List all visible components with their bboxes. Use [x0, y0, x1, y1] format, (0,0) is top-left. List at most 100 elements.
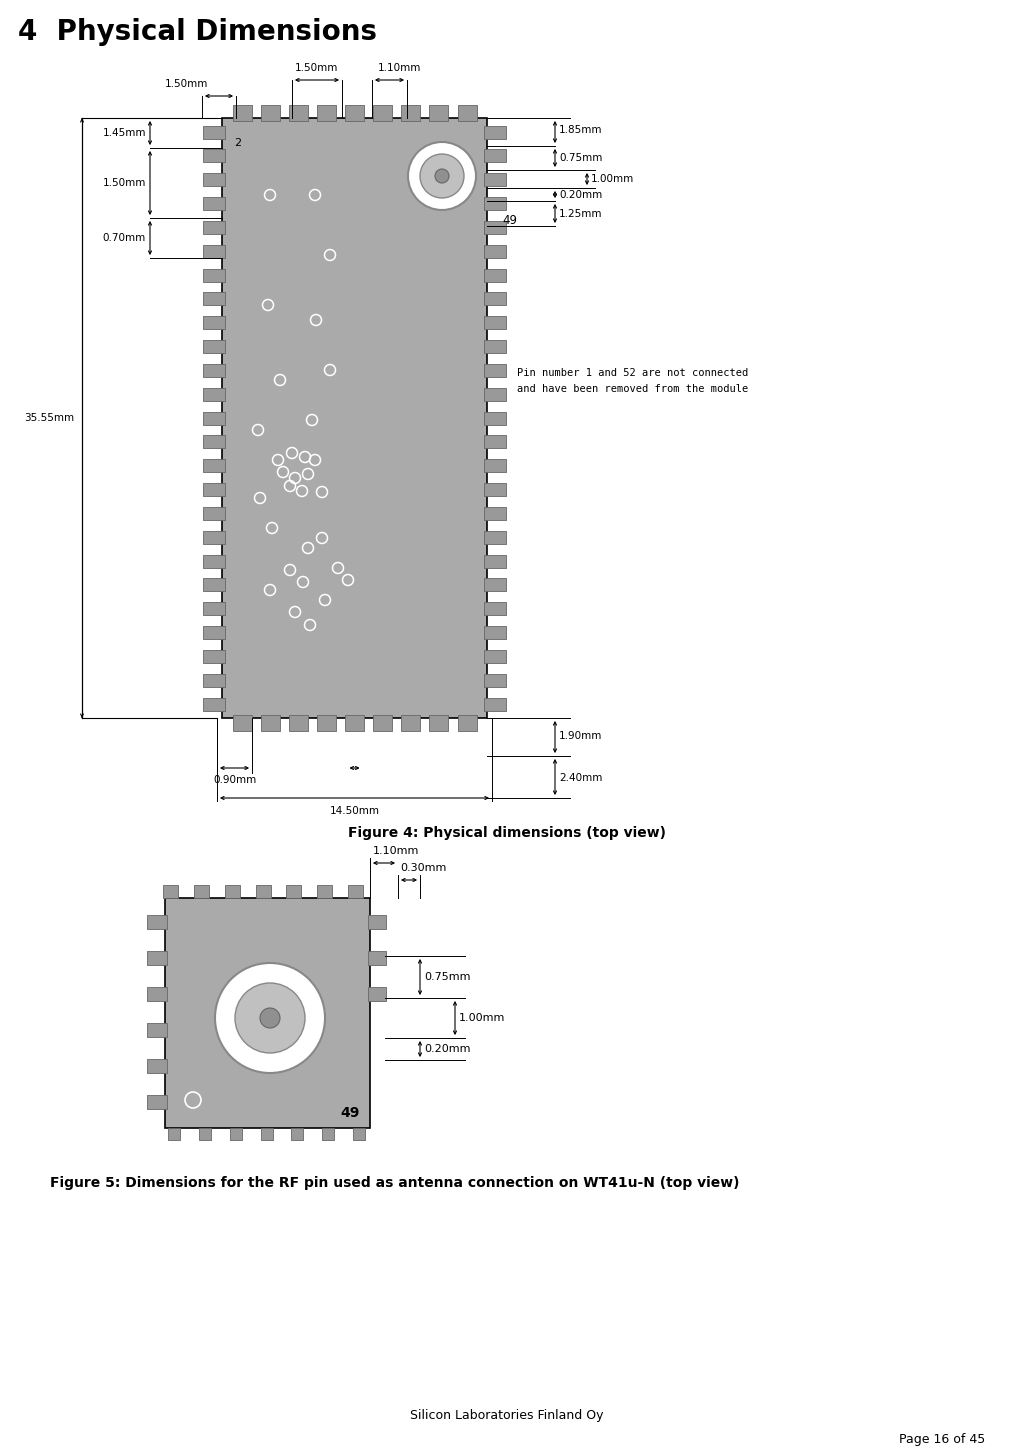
- Bar: [484, 292, 506, 306]
- Bar: [289, 714, 308, 730]
- Bar: [345, 105, 364, 121]
- Text: Figure 5: Dimensions for the RF pin used as antenna connection on WT41u-N (top v: Figure 5: Dimensions for the RF pin used…: [50, 1176, 739, 1190]
- Bar: [203, 292, 225, 306]
- Bar: [373, 105, 392, 121]
- Bar: [484, 340, 506, 354]
- Text: 1.85mm: 1.85mm: [559, 125, 602, 135]
- Bar: [457, 714, 477, 730]
- Circle shape: [235, 984, 305, 1053]
- Bar: [147, 1023, 167, 1037]
- Text: Pin number 1 and 52 are not connected
and have been removed from the module: Pin number 1 and 52 are not connected an…: [517, 368, 748, 394]
- Text: 4  Physical Dimensions: 4 Physical Dimensions: [18, 17, 377, 47]
- Bar: [317, 885, 333, 898]
- Bar: [199, 1128, 211, 1141]
- Text: 1.50mm: 1.50mm: [102, 178, 146, 188]
- Text: 1.00mm: 1.00mm: [459, 1013, 505, 1023]
- Text: Silicon Laboratories Finland Oy: Silicon Laboratories Finland Oy: [411, 1408, 603, 1422]
- Text: 2.40mm: 2.40mm: [559, 773, 602, 783]
- Bar: [457, 105, 477, 121]
- Bar: [165, 898, 370, 1128]
- Bar: [203, 435, 225, 448]
- Bar: [316, 714, 336, 730]
- Text: 35.55mm: 35.55mm: [24, 413, 74, 423]
- Bar: [203, 244, 225, 258]
- Bar: [484, 506, 506, 519]
- Text: 0.20mm: 0.20mm: [424, 1045, 470, 1053]
- Text: 0.30mm: 0.30mm: [400, 863, 446, 873]
- Bar: [484, 697, 506, 710]
- Bar: [484, 674, 506, 687]
- Bar: [203, 340, 225, 354]
- Bar: [194, 885, 209, 898]
- Bar: [203, 364, 225, 377]
- Circle shape: [215, 963, 325, 1072]
- Bar: [402, 105, 420, 121]
- Text: 1.25mm: 1.25mm: [559, 210, 602, 220]
- Text: 49: 49: [502, 214, 517, 227]
- Bar: [229, 1128, 241, 1141]
- Bar: [203, 173, 225, 186]
- Bar: [402, 714, 420, 730]
- Bar: [203, 412, 225, 425]
- Bar: [232, 714, 251, 730]
- Bar: [203, 125, 225, 138]
- Bar: [484, 387, 506, 400]
- Text: 1.90mm: 1.90mm: [559, 730, 602, 741]
- Bar: [484, 125, 506, 138]
- Bar: [429, 105, 448, 121]
- Bar: [322, 1128, 335, 1141]
- Bar: [203, 697, 225, 710]
- Bar: [168, 1128, 180, 1141]
- Bar: [203, 483, 225, 496]
- Bar: [484, 221, 506, 234]
- Bar: [203, 626, 225, 639]
- Bar: [368, 952, 386, 965]
- Bar: [147, 915, 167, 928]
- Bar: [203, 387, 225, 400]
- Bar: [203, 221, 225, 234]
- Bar: [203, 602, 225, 615]
- Bar: [203, 650, 225, 663]
- Bar: [345, 714, 364, 730]
- Text: Figure 4: Physical dimensions (top view): Figure 4: Physical dimensions (top view): [348, 826, 666, 840]
- Bar: [261, 714, 280, 730]
- Text: 1.45mm: 1.45mm: [102, 128, 146, 138]
- Bar: [147, 986, 167, 1001]
- Bar: [261, 105, 280, 121]
- Text: 1.10mm: 1.10mm: [378, 63, 421, 73]
- Circle shape: [260, 1008, 280, 1029]
- Bar: [484, 483, 506, 496]
- Bar: [289, 105, 308, 121]
- Bar: [484, 196, 506, 210]
- Bar: [203, 674, 225, 687]
- Bar: [147, 952, 167, 965]
- Bar: [348, 885, 363, 898]
- Bar: [203, 578, 225, 591]
- Text: 1.10mm: 1.10mm: [373, 845, 419, 856]
- Bar: [203, 316, 225, 329]
- Bar: [203, 460, 225, 473]
- Bar: [232, 105, 251, 121]
- Bar: [261, 1128, 273, 1141]
- Bar: [291, 1128, 303, 1141]
- Bar: [203, 269, 225, 281]
- Bar: [484, 602, 506, 615]
- Text: 0.90mm: 0.90mm: [213, 776, 257, 786]
- Text: 14.50mm: 14.50mm: [330, 806, 379, 816]
- Bar: [286, 885, 301, 898]
- Bar: [484, 460, 506, 473]
- Text: 0.75mm: 0.75mm: [559, 153, 602, 163]
- Bar: [484, 244, 506, 258]
- Bar: [222, 118, 487, 717]
- Text: 2: 2: [234, 138, 241, 148]
- Bar: [484, 531, 506, 544]
- Text: 1.50mm: 1.50mm: [165, 79, 209, 89]
- Circle shape: [435, 169, 449, 183]
- Bar: [484, 150, 506, 163]
- Bar: [353, 1128, 365, 1141]
- Bar: [147, 1059, 167, 1072]
- Bar: [225, 885, 239, 898]
- Bar: [147, 1096, 167, 1109]
- Circle shape: [408, 143, 476, 210]
- Bar: [368, 986, 386, 1001]
